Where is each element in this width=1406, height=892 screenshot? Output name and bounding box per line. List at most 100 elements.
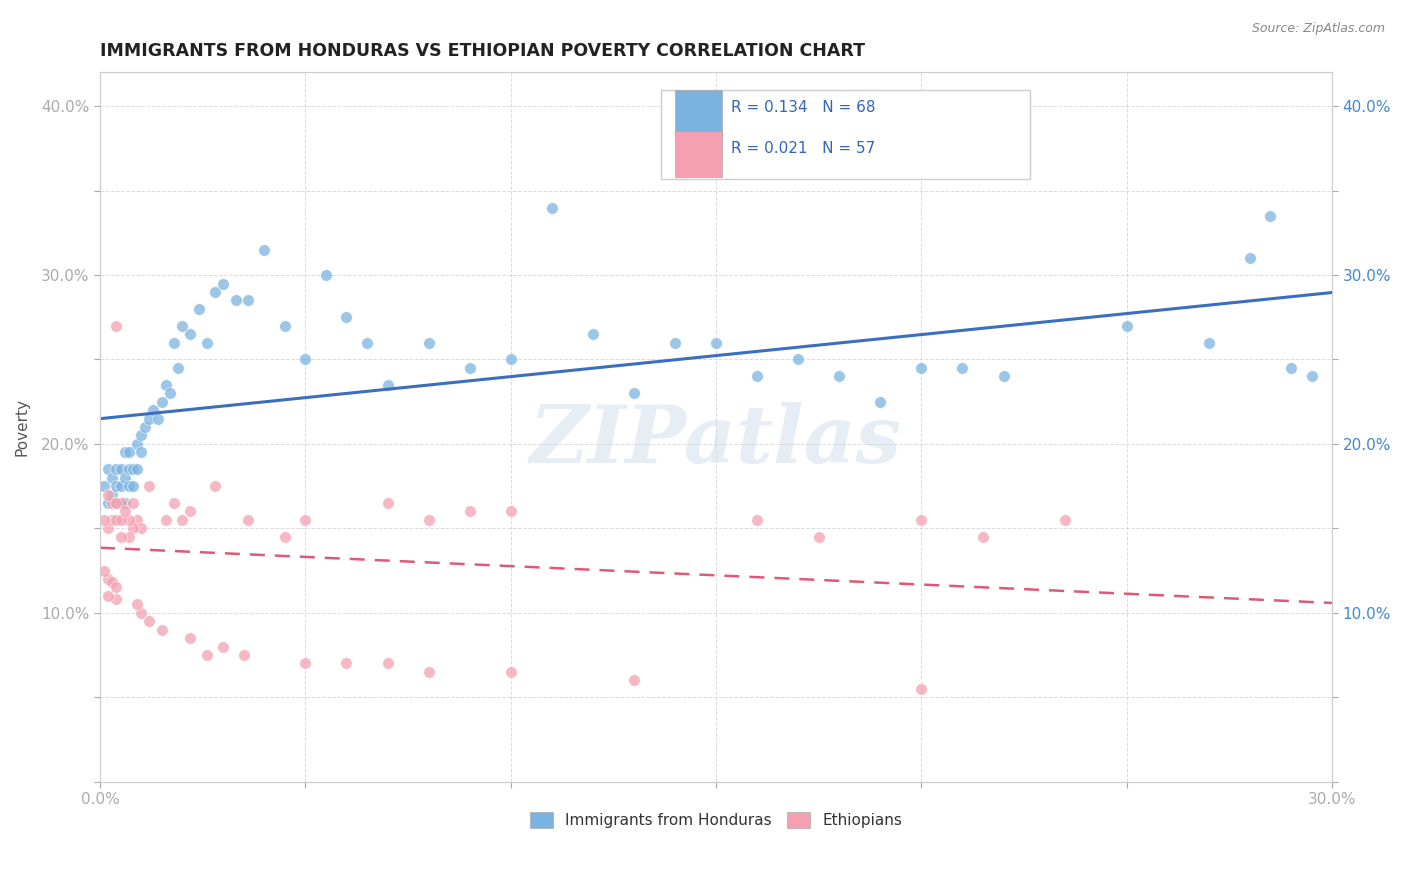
Point xyxy=(114,504,136,518)
Point xyxy=(105,581,128,595)
Point xyxy=(910,681,932,696)
Point xyxy=(1260,209,1282,223)
Point xyxy=(204,479,226,493)
Point xyxy=(377,657,399,671)
Point xyxy=(125,437,148,451)
Point xyxy=(163,496,186,510)
Point xyxy=(105,496,128,510)
Point xyxy=(704,335,727,350)
Y-axis label: Poverty: Poverty xyxy=(15,398,30,456)
Point xyxy=(110,513,132,527)
Point xyxy=(101,575,124,590)
Point xyxy=(212,640,235,654)
Point xyxy=(110,462,132,476)
Point xyxy=(745,369,768,384)
Point xyxy=(159,386,181,401)
Point xyxy=(142,403,165,417)
Point xyxy=(499,665,522,679)
Point xyxy=(114,471,136,485)
Point xyxy=(101,487,124,501)
Point xyxy=(335,310,357,325)
Point xyxy=(294,657,316,671)
Point xyxy=(105,496,128,510)
Point xyxy=(105,592,128,607)
Point xyxy=(118,445,141,459)
Point xyxy=(101,471,124,485)
FancyBboxPatch shape xyxy=(675,130,723,177)
Point xyxy=(129,606,152,620)
Point xyxy=(125,462,148,476)
Point xyxy=(335,657,357,671)
Point xyxy=(315,268,337,282)
Point xyxy=(232,648,254,662)
Point xyxy=(187,301,209,316)
Point xyxy=(274,318,297,333)
Point xyxy=(356,335,378,350)
FancyBboxPatch shape xyxy=(661,90,1031,178)
Point xyxy=(274,530,297,544)
Point xyxy=(377,377,399,392)
Point xyxy=(105,479,128,493)
Point xyxy=(1301,369,1323,384)
Point xyxy=(418,665,440,679)
Point xyxy=(623,386,645,401)
Point xyxy=(110,530,132,544)
Point xyxy=(499,504,522,518)
Point xyxy=(118,479,141,493)
Point xyxy=(122,496,145,510)
Point xyxy=(167,360,190,375)
Point xyxy=(807,530,830,544)
Point xyxy=(150,623,173,637)
Point xyxy=(195,335,218,350)
Point xyxy=(1115,318,1137,333)
Point xyxy=(623,673,645,688)
Point xyxy=(1279,360,1302,375)
Point xyxy=(118,530,141,544)
Point xyxy=(122,462,145,476)
FancyBboxPatch shape xyxy=(675,90,723,136)
Point xyxy=(664,335,686,350)
Point xyxy=(134,420,156,434)
Point xyxy=(910,360,932,375)
Point xyxy=(179,327,201,342)
Point xyxy=(114,445,136,459)
Point xyxy=(150,394,173,409)
Point xyxy=(97,572,120,586)
Point xyxy=(122,521,145,535)
Point xyxy=(97,487,120,501)
Point xyxy=(236,293,259,308)
Point xyxy=(93,479,115,493)
Point xyxy=(155,377,177,392)
Point xyxy=(294,513,316,527)
Point xyxy=(97,589,120,603)
Point xyxy=(236,513,259,527)
Point xyxy=(212,277,235,291)
Point xyxy=(138,614,160,628)
Point xyxy=(105,318,128,333)
Point xyxy=(122,479,145,493)
Point xyxy=(114,496,136,510)
Text: R = 0.134   N = 68: R = 0.134 N = 68 xyxy=(731,100,876,115)
Point xyxy=(952,360,974,375)
Point xyxy=(129,521,152,535)
Point xyxy=(540,201,562,215)
Point xyxy=(97,521,120,535)
Legend: Immigrants from Honduras, Ethiopians: Immigrants from Honduras, Ethiopians xyxy=(524,806,908,834)
Point xyxy=(172,318,194,333)
Text: R = 0.021   N = 57: R = 0.021 N = 57 xyxy=(731,141,875,156)
Point xyxy=(972,530,994,544)
Point xyxy=(105,513,128,527)
Point xyxy=(458,360,481,375)
Point xyxy=(110,479,132,493)
Point xyxy=(1198,335,1220,350)
Point xyxy=(138,479,160,493)
Point xyxy=(910,513,932,527)
Point xyxy=(745,513,768,527)
Point xyxy=(869,394,891,409)
Text: Source: ZipAtlas.com: Source: ZipAtlas.com xyxy=(1251,22,1385,36)
Point xyxy=(204,285,226,299)
Point xyxy=(93,513,115,527)
Point xyxy=(253,243,276,257)
Point xyxy=(101,513,124,527)
Point xyxy=(93,564,115,578)
